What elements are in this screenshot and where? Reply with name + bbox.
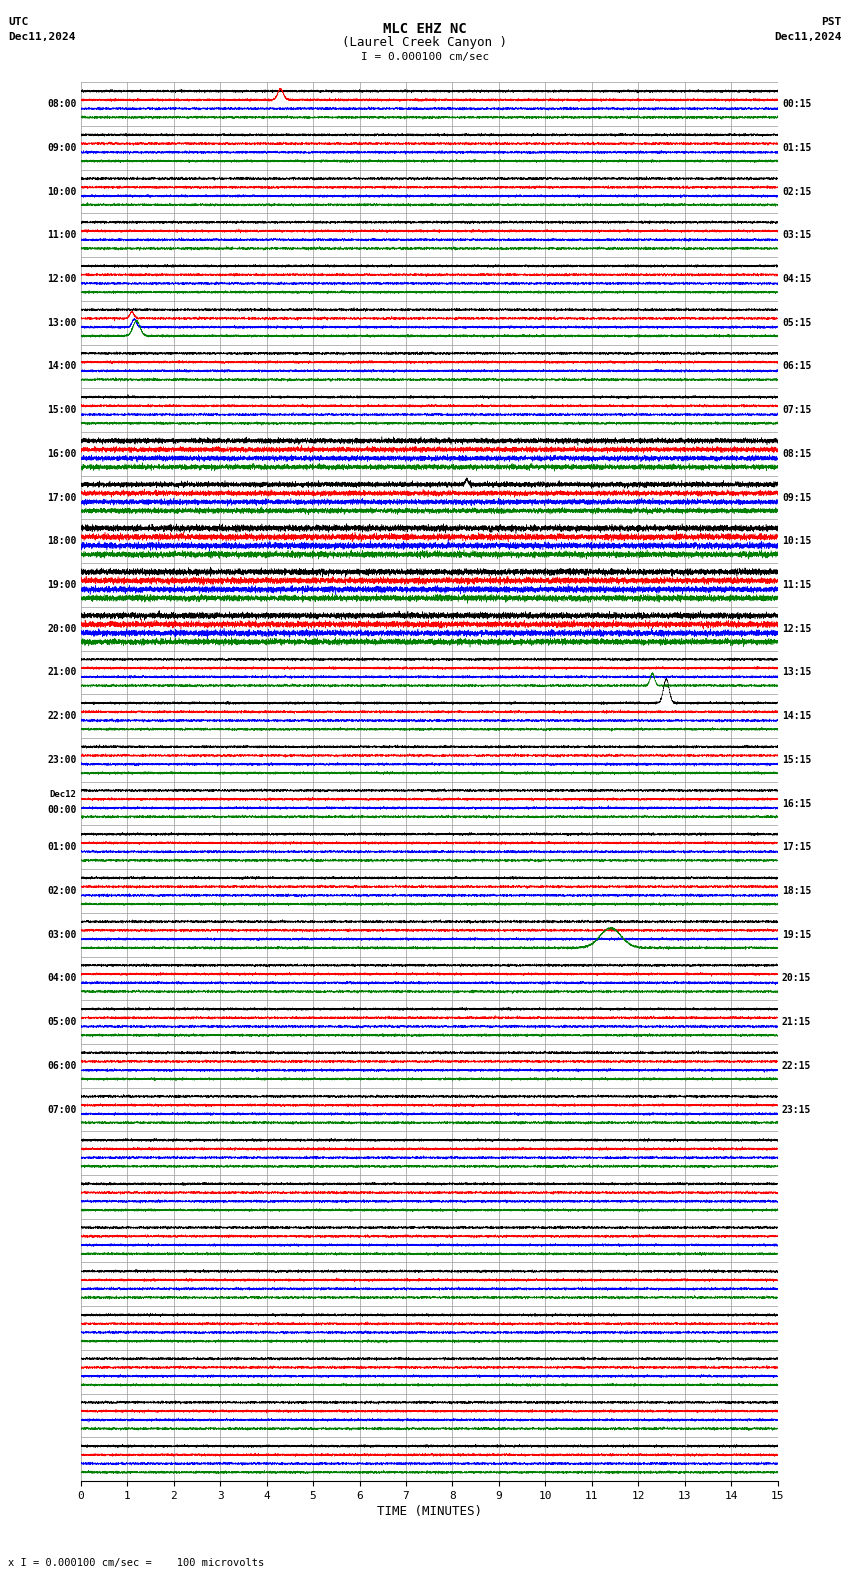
Text: 22:00: 22:00 bbox=[47, 711, 76, 721]
Text: 10:15: 10:15 bbox=[782, 537, 812, 546]
Text: 15:15: 15:15 bbox=[782, 756, 812, 765]
Text: 17:00: 17:00 bbox=[47, 493, 76, 502]
Text: 09:15: 09:15 bbox=[782, 493, 812, 502]
Text: 23:00: 23:00 bbox=[47, 756, 76, 765]
Text: Dec11,2024: Dec11,2024 bbox=[8, 32, 76, 41]
Text: 04:15: 04:15 bbox=[782, 274, 812, 284]
Text: 06:00: 06:00 bbox=[47, 1061, 76, 1071]
Text: 01:15: 01:15 bbox=[782, 143, 812, 154]
Text: 21:15: 21:15 bbox=[782, 1017, 812, 1026]
Text: 00:00: 00:00 bbox=[47, 805, 76, 814]
Text: 06:15: 06:15 bbox=[782, 361, 812, 372]
Text: (Laurel Creek Canyon ): (Laurel Creek Canyon ) bbox=[343, 36, 507, 49]
Text: 05:15: 05:15 bbox=[782, 318, 812, 328]
Text: 13:00: 13:00 bbox=[47, 318, 76, 328]
Text: 14:15: 14:15 bbox=[782, 711, 812, 721]
Text: 08:00: 08:00 bbox=[47, 100, 76, 109]
Text: x I = 0.000100 cm/sec =    100 microvolts: x I = 0.000100 cm/sec = 100 microvolts bbox=[8, 1559, 264, 1568]
Text: 00:15: 00:15 bbox=[782, 100, 812, 109]
Text: 17:15: 17:15 bbox=[782, 843, 812, 852]
Text: 07:15: 07:15 bbox=[782, 406, 812, 415]
Text: 01:00: 01:00 bbox=[47, 843, 76, 852]
Text: 19:15: 19:15 bbox=[782, 930, 812, 939]
Text: 23:15: 23:15 bbox=[782, 1104, 812, 1115]
Text: 12:15: 12:15 bbox=[782, 624, 812, 634]
Text: 21:00: 21:00 bbox=[47, 667, 76, 678]
Text: Dec12: Dec12 bbox=[49, 789, 76, 798]
Text: 18:00: 18:00 bbox=[47, 537, 76, 546]
Text: 14:00: 14:00 bbox=[47, 361, 76, 372]
Text: 02:00: 02:00 bbox=[47, 885, 76, 897]
Text: 19:00: 19:00 bbox=[47, 580, 76, 589]
Text: 16:00: 16:00 bbox=[47, 448, 76, 459]
Text: 20:15: 20:15 bbox=[782, 974, 812, 984]
Text: 03:00: 03:00 bbox=[47, 930, 76, 939]
Text: 07:00: 07:00 bbox=[47, 1104, 76, 1115]
Text: I = 0.000100 cm/sec: I = 0.000100 cm/sec bbox=[361, 52, 489, 62]
Text: Dec11,2024: Dec11,2024 bbox=[774, 32, 842, 41]
Text: 05:00: 05:00 bbox=[47, 1017, 76, 1026]
Text: 13:15: 13:15 bbox=[782, 667, 812, 678]
Text: 08:15: 08:15 bbox=[782, 448, 812, 459]
Text: 18:15: 18:15 bbox=[782, 885, 812, 897]
Text: 12:00: 12:00 bbox=[47, 274, 76, 284]
X-axis label: TIME (MINUTES): TIME (MINUTES) bbox=[377, 1505, 482, 1517]
Text: 15:00: 15:00 bbox=[47, 406, 76, 415]
Text: 10:00: 10:00 bbox=[47, 187, 76, 196]
Text: 03:15: 03:15 bbox=[782, 230, 812, 241]
Text: 09:00: 09:00 bbox=[47, 143, 76, 154]
Text: MLC EHZ NC: MLC EHZ NC bbox=[383, 22, 467, 36]
Text: UTC: UTC bbox=[8, 17, 29, 27]
Text: PST: PST bbox=[821, 17, 842, 27]
Text: 04:00: 04:00 bbox=[47, 974, 76, 984]
Text: 16:15: 16:15 bbox=[782, 798, 812, 808]
Text: 22:15: 22:15 bbox=[782, 1061, 812, 1071]
Text: 11:00: 11:00 bbox=[47, 230, 76, 241]
Text: 11:15: 11:15 bbox=[782, 580, 812, 589]
Text: 20:00: 20:00 bbox=[47, 624, 76, 634]
Text: 02:15: 02:15 bbox=[782, 187, 812, 196]
